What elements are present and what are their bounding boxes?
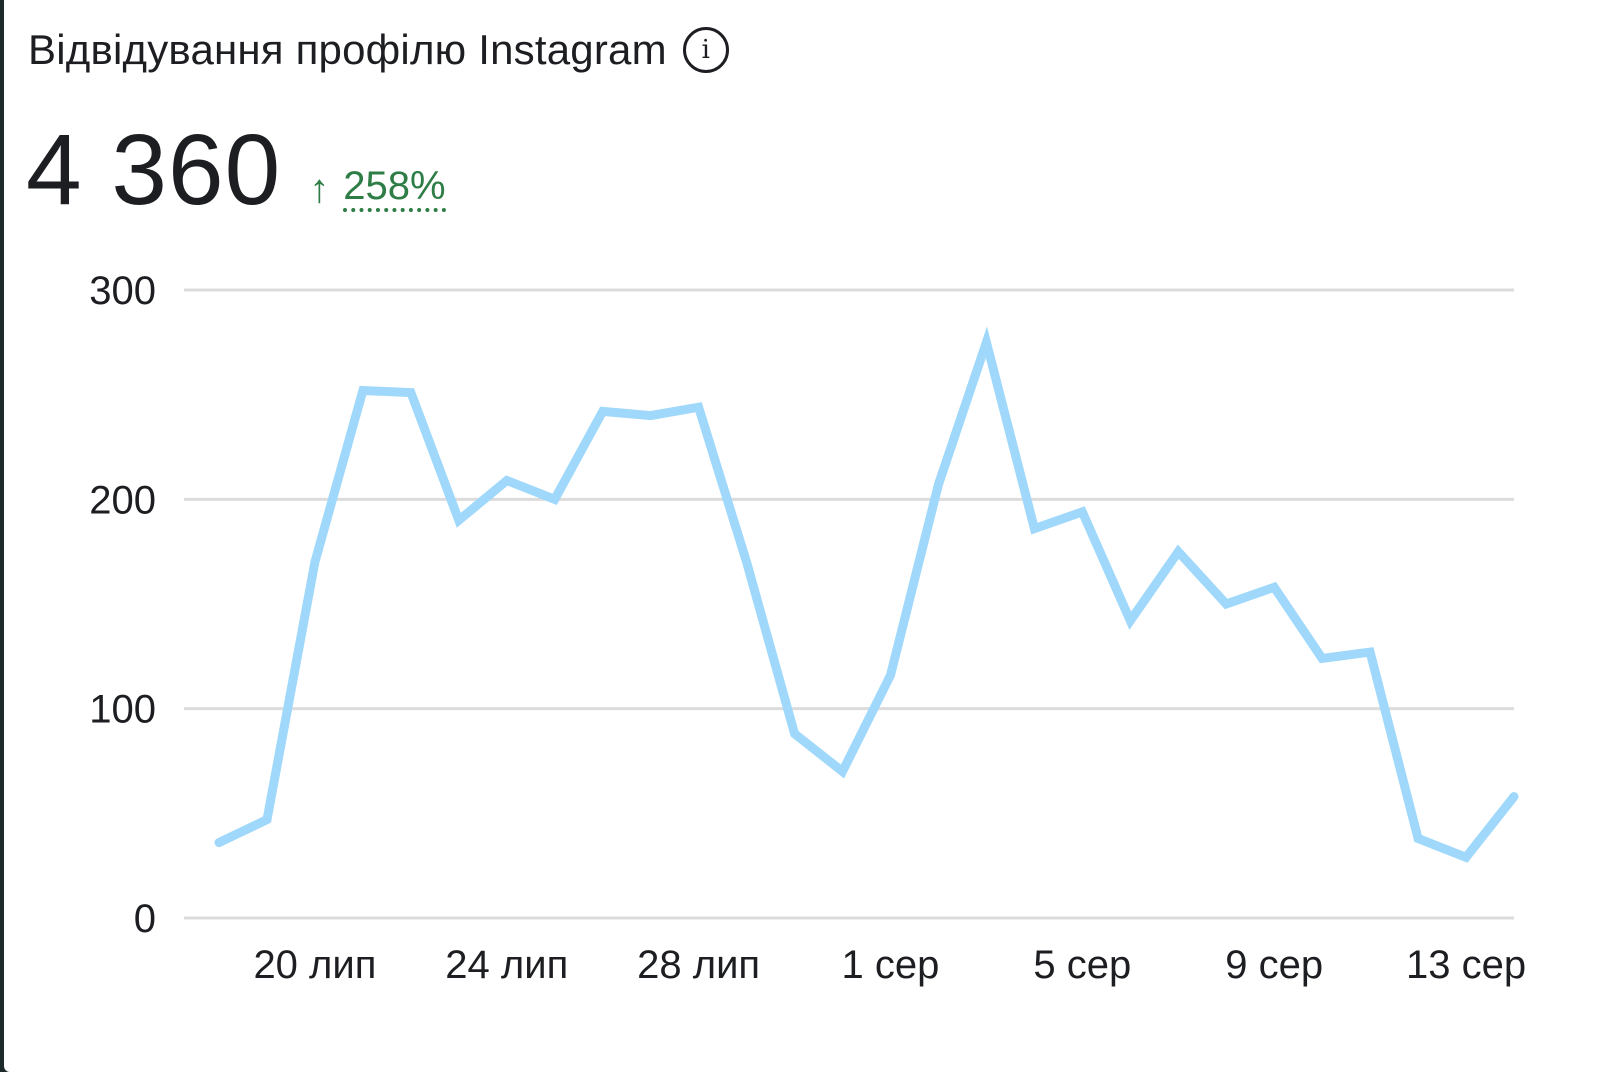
metric-summary: 4 360 ↑ 258%: [26, 120, 446, 220]
total-value: 4 360: [26, 114, 282, 226]
chart-card: Відвідування профілю Instagram i 4 360 ↑…: [4, 0, 1613, 1072]
card-header: Відвідування профілю Instagram i: [28, 26, 729, 74]
x-tick-label: 24 лип: [445, 943, 568, 987]
series-line: [214, 326, 1519, 863]
x-tick-label: 5 сер: [1033, 943, 1131, 987]
x-tick-label: 1 сер: [842, 943, 940, 987]
y-tick-label: 0: [134, 897, 156, 941]
card-title: Відвідування профілю Instagram: [28, 26, 667, 73]
y-tick-label: 300: [89, 269, 156, 313]
change-percent[interactable]: 258%: [343, 166, 446, 212]
x-tick-label: 13 сер: [1406, 943, 1526, 987]
y-tick-label: 100: [89, 688, 156, 732]
x-tick-label: 9 сер: [1225, 943, 1323, 987]
y-tick-label: 200: [89, 478, 156, 522]
x-tick-label: 28 лип: [637, 943, 760, 987]
arrow-up-icon: ↑: [309, 166, 330, 211]
x-tick-label: 20 лип: [253, 943, 376, 987]
change-indicator: ↑ 258%: [309, 166, 446, 212]
info-circle-icon[interactable]: i: [682, 27, 729, 73]
